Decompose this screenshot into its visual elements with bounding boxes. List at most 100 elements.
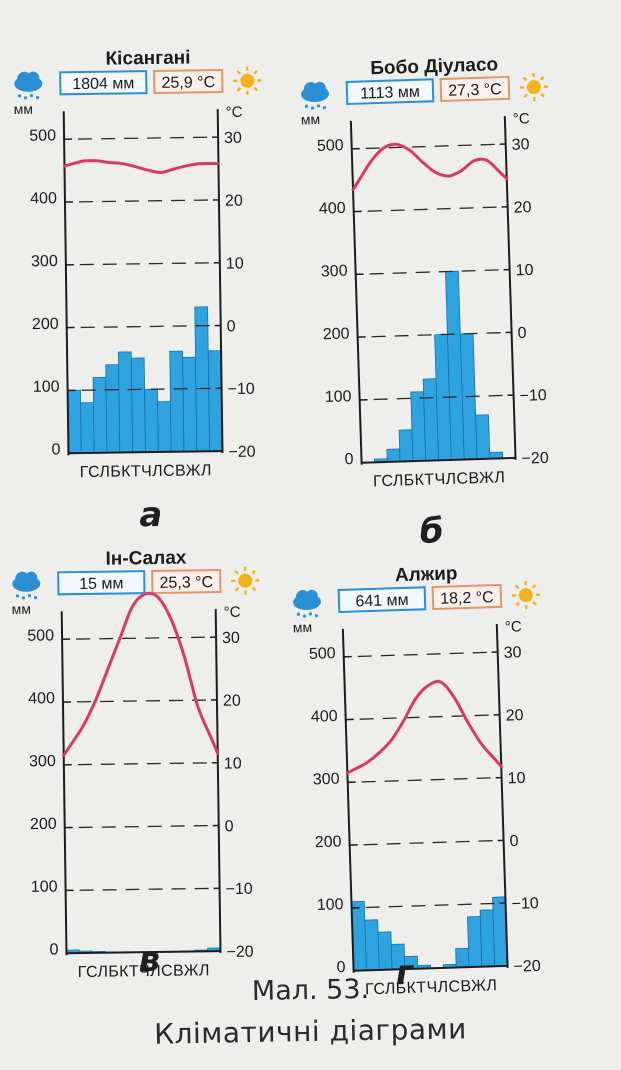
right-tick-label: 30	[224, 130, 242, 147]
sun-disc	[240, 73, 255, 88]
precip-bar	[455, 947, 470, 968]
rain-cloud-icon	[14, 71, 43, 100]
left-axis-unit: мм	[12, 601, 31, 617]
right-axis	[503, 116, 517, 460]
left-tick-label: 200	[30, 816, 57, 833]
precip-bar	[194, 306, 211, 452]
chart-title: Кісангані	[105, 47, 190, 69]
sun-icon	[233, 66, 262, 95]
precip-bar	[398, 429, 414, 462]
annual-precip-value: 15 мм	[79, 575, 123, 593]
right-tick-label: 0	[225, 818, 234, 835]
left-tick-label: 200	[315, 833, 342, 851]
mean-temp-value: 25,9 °C	[161, 74, 215, 92]
rain-drop	[314, 614, 319, 618]
diagram-letter: а	[139, 494, 163, 536]
annual-precip-value: 1804 мм	[72, 75, 134, 93]
baseline	[66, 950, 221, 955]
sun-ray	[531, 584, 537, 589]
rain-cloud-icon	[301, 81, 329, 110]
rain-drop	[302, 614, 307, 618]
left-axis	[60, 611, 68, 956]
temperature-line	[351, 142, 509, 192]
sun-icon	[511, 581, 540, 610]
gridline	[369, 269, 506, 275]
sun-ray	[236, 70, 241, 75]
diagram-letter: б	[419, 511, 445, 552]
sun-ray	[234, 587, 240, 592]
annual-precip-value: 641 мм	[355, 592, 409, 611]
gridline	[78, 824, 215, 829]
left-tick-label: 500	[27, 627, 54, 644]
right-axis-unit: °C	[224, 604, 241, 621]
sun-disc	[238, 573, 253, 588]
precip-bar	[67, 389, 82, 454]
annual-precip-value: 1113 мм	[360, 84, 420, 103]
rain-drop	[296, 612, 300, 616]
left-tick-label: 200	[323, 325, 350, 343]
mean-temp-value: 27,3 °C	[448, 81, 502, 100]
right-tick-label: 20	[225, 193, 243, 210]
right-axis	[495, 624, 509, 968]
left-axis-unit: мм	[14, 101, 33, 117]
right-tick-label: 20	[513, 199, 531, 217]
left-tick-label: 400	[30, 190, 57, 207]
sun-ray	[540, 93, 545, 98]
sun-ray	[539, 76, 545, 81]
right-tick-label: 10	[515, 262, 533, 280]
mean-temp-box	[151, 569, 222, 595]
chart-title: Алжир	[395, 563, 458, 586]
annual-precip-box	[345, 78, 435, 106]
rain-drop	[322, 106, 327, 110]
left-axis	[349, 120, 363, 465]
right-tick-label: 30	[503, 644, 521, 662]
cloud-shape	[27, 71, 40, 84]
figure-subcaption: Кліматичні діаграми	[153, 1012, 468, 1051]
left-tick-label: 100	[33, 379, 60, 396]
left-tick-label: 400	[28, 690, 55, 707]
right-tick-label: 30	[511, 136, 529, 154]
gridline	[361, 777, 498, 783]
chart-title: Ін-Салах	[105, 548, 187, 570]
precip-bar	[92, 376, 108, 454]
rain-drop	[15, 594, 20, 598]
gridline	[78, 199, 215, 203]
precip-bar	[410, 391, 427, 462]
left-tick-label: 0	[51, 441, 60, 458]
baseline	[361, 456, 516, 464]
precip-bar	[475, 414, 491, 460]
left-axis	[62, 111, 70, 456]
right-tick-label: 0	[227, 318, 236, 335]
gridline	[79, 262, 216, 266]
sun-ray	[532, 601, 537, 606]
left-tick-label: 0	[344, 451, 354, 468]
baseline	[353, 964, 508, 972]
left-tick-label: 400	[311, 708, 338, 726]
left-tick-label: 500	[317, 137, 344, 155]
cloud-shape	[305, 589, 318, 602]
left-axis-unit: мм	[301, 111, 321, 128]
gridline	[78, 136, 215, 140]
left-tick-label: 400	[319, 200, 346, 218]
temperature-line	[62, 159, 220, 174]
left-tick-label: 0	[336, 959, 346, 976]
chart-title: Бобо Діуласо	[370, 54, 498, 79]
temperature-line	[345, 679, 503, 775]
annual-precip-box	[57, 570, 146, 596]
right-tick-label: 30	[222, 630, 240, 647]
temperature-line	[62, 591, 220, 757]
right-axis-unit: °C	[505, 618, 523, 636]
gridline	[76, 636, 213, 640]
sun-ray	[253, 69, 258, 75]
right-axis	[216, 109, 224, 454]
precip-bar	[479, 909, 496, 968]
sun-ray	[234, 570, 239, 575]
right-tick-label: −20	[521, 450, 549, 468]
left-tick-label: 100	[31, 879, 58, 896]
right-tick-label: −10	[225, 881, 252, 898]
annual-precip-box	[59, 70, 148, 96]
sun-ray	[236, 87, 242, 92]
rain-drop	[21, 596, 26, 600]
